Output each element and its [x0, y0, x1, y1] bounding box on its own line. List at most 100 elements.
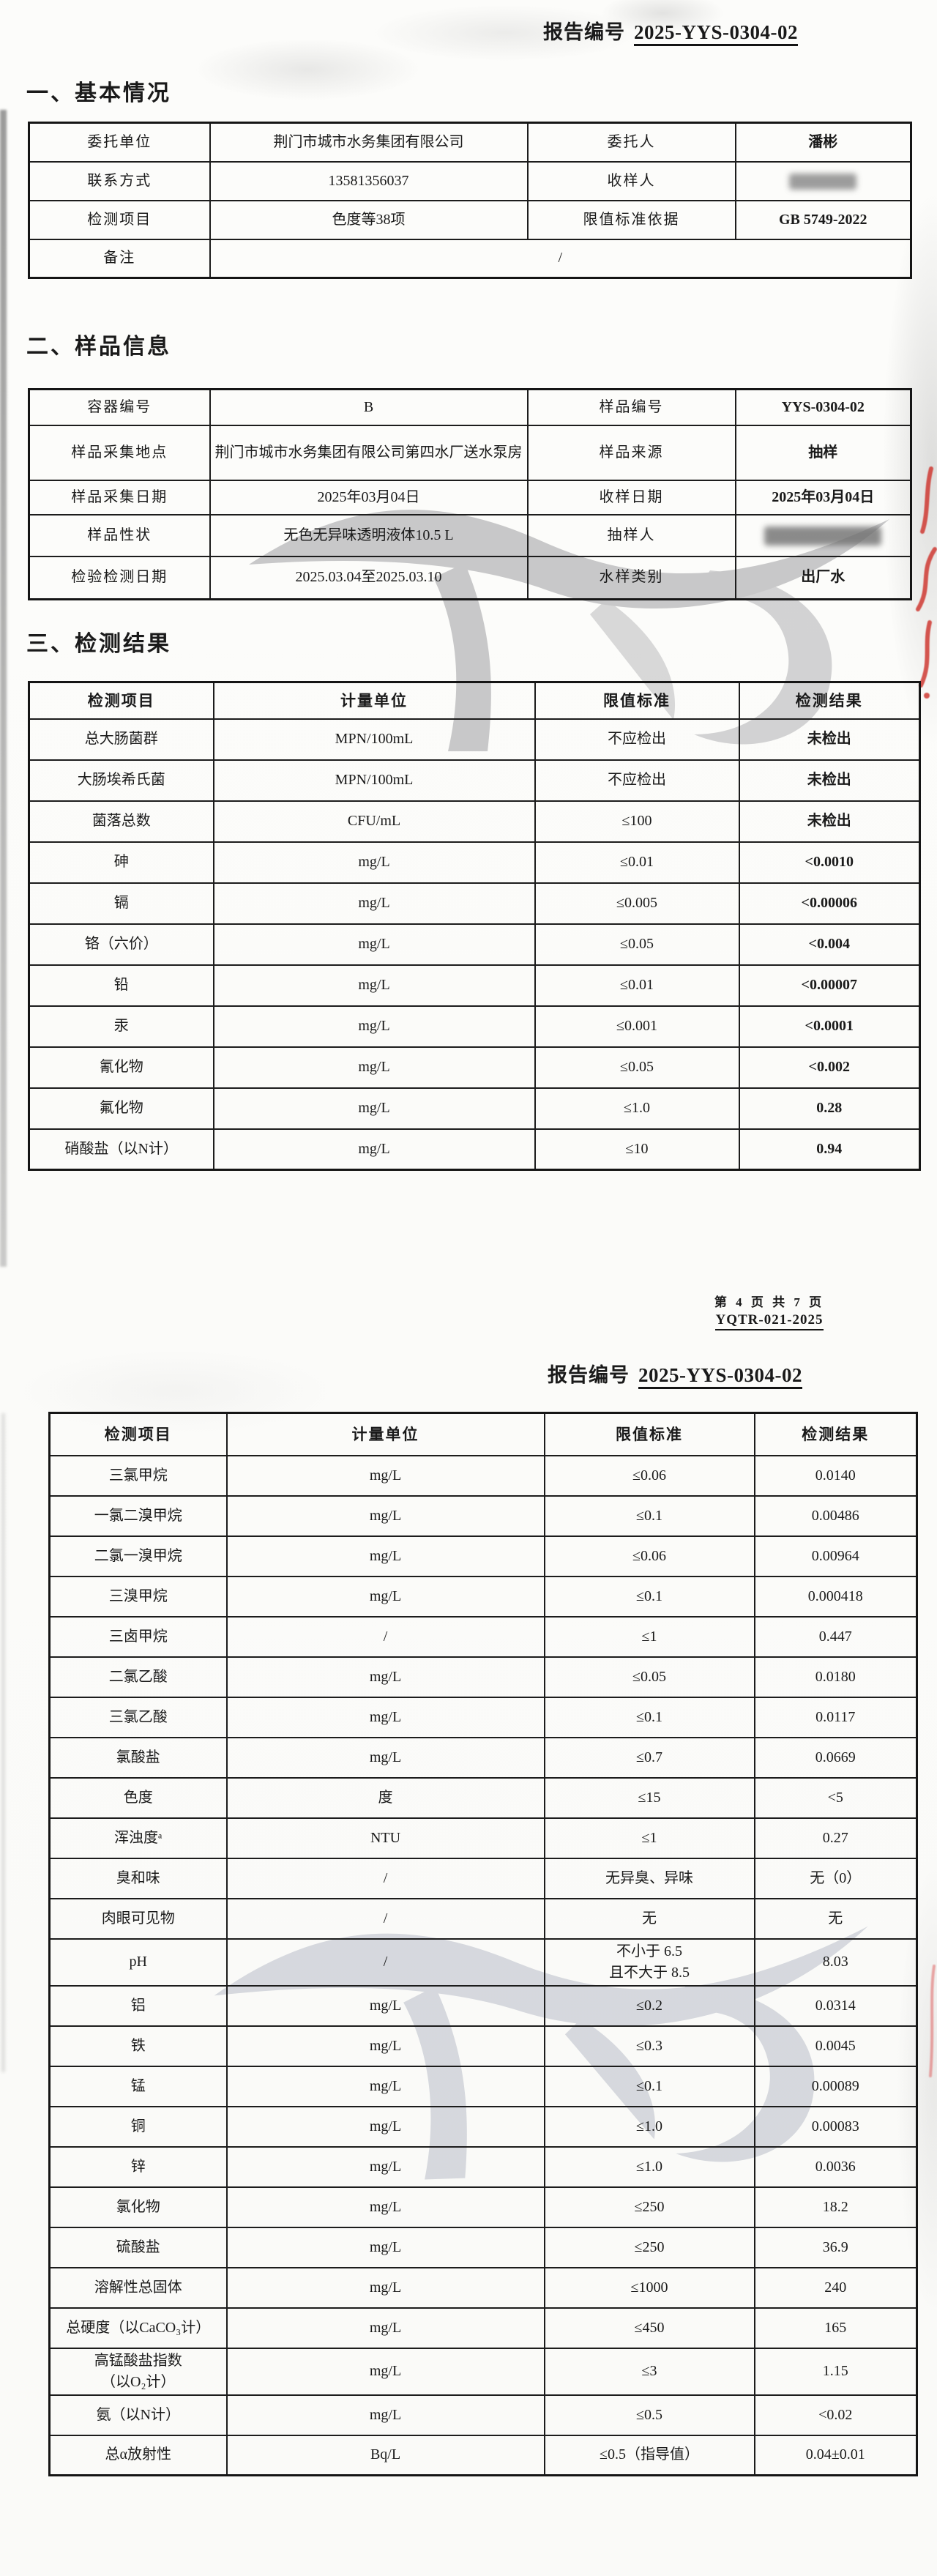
unit-cell: 度	[225, 1776, 545, 1819]
field-value: 出厂水	[734, 555, 912, 600]
param-name-cell: 三溴甲烷	[48, 1575, 228, 1618]
redacted-text	[764, 526, 882, 546]
param-name-cell: 汞	[28, 1005, 214, 1048]
result-cell: <0.00006	[738, 882, 921, 925]
result-row: 氰化物 mg/L ≤0.05 <0.002	[28, 1046, 921, 1089]
limit-cell: ≤450	[543, 2307, 755, 2349]
result-cell: 0.94	[738, 1128, 921, 1171]
result-cell: <0.0010	[738, 841, 921, 884]
column-header: 检测结果	[738, 681, 921, 720]
limit-cell: ≤0.01	[534, 841, 740, 884]
limit-cell: ≤1	[543, 1615, 755, 1658]
unit-cell: mg/L	[225, 2266, 545, 2309]
field-label: 收样人	[526, 160, 736, 201]
field-label: 样品采集地点	[28, 424, 211, 481]
limit-cell: 无异臭、异味	[543, 1857, 755, 1899]
param-name-cell: 臭和味	[48, 1857, 228, 1899]
limit-cell: 无	[543, 1897, 755, 1940]
report-number: 2025-YYS-0304-02	[634, 21, 798, 46]
unit-cell: mg/L	[212, 1046, 536, 1089]
result-cell: 0.0669	[753, 1736, 918, 1779]
field-label: 抽样人	[526, 513, 736, 557]
unit-cell: /	[225, 1937, 545, 1987]
field-value: /	[209, 238, 912, 279]
result-row: 铁 mg/L ≤0.3 0.0045	[48, 2025, 918, 2067]
param-name-cell: 砷	[28, 841, 214, 884]
result-row: 二氯一溴甲烷 mg/L ≤0.06 0.00964	[48, 1535, 918, 1577]
column-header: 计量单位	[212, 681, 536, 720]
limit-cell: ≤0.005	[534, 882, 740, 925]
field-label: 水样类别	[526, 555, 736, 600]
field-value: 潘彬	[734, 122, 912, 163]
param-name-cell: 浑浊度ᵃ	[48, 1817, 228, 1859]
param-name-cell: 铝	[48, 1984, 228, 2027]
result-cell: 0.00486	[753, 1494, 918, 1537]
result-row: 铜 mg/L ≤1.0 0.00083	[48, 2105, 918, 2148]
result-cell: 0.0117	[753, 1696, 918, 1738]
field-value: 13581356037	[209, 160, 529, 201]
result-row: 铝 mg/L ≤0.2 0.0314	[48, 1984, 918, 2027]
param-name-cell: 菌落总数	[28, 800, 214, 843]
unit-cell: mg/L	[225, 2025, 545, 2067]
limit-cell: ≤100	[534, 800, 740, 843]
results-table-page5: 检测项目 计量单位 限值标准 检测结果 三氯甲烷 mg/L ≤0.06 0.0140 一氯二溴…	[48, 1412, 918, 2476]
unit-cell: mg/L	[212, 841, 536, 884]
unit-cell: mg/L	[225, 2226, 545, 2268]
result-cell: <0.0001	[738, 1005, 921, 1048]
field-value	[734, 513, 912, 557]
field-value: YYS-0304-02	[734, 388, 912, 426]
limit-cell: ≤0.001	[534, 1005, 740, 1048]
field-value: 2025年03月04日	[734, 479, 912, 515]
result-cell: 240	[753, 2266, 918, 2309]
limit-cell: ≤0.3	[543, 2025, 755, 2067]
section-title-sample-info: 二、样品信息	[26, 335, 171, 359]
column-header: 限值标准	[534, 681, 740, 720]
result-row: 铅 mg/L ≤0.01 <0.00007	[28, 964, 921, 1007]
param-name-cell: 锰	[48, 2065, 228, 2107]
document-code: YQTR-021-2025	[715, 1312, 824, 1330]
result-cell: 未检出	[738, 800, 921, 843]
result-row: 铬（六价） mg/L ≤0.05 <0.004	[28, 923, 921, 966]
report-number: 2025-YYS-0304-02	[638, 1364, 802, 1389]
unit-cell: MPN/100mL	[212, 718, 536, 761]
unit-cell: mg/L	[225, 1575, 545, 1618]
unit-cell: mg/L	[212, 1087, 536, 1130]
result-cell: 1.15	[753, 2347, 918, 2396]
limit-cell: ≤0.1	[543, 1494, 755, 1537]
result-row: 砷 mg/L ≤0.01 <0.0010	[28, 841, 921, 884]
results-header-row: 检测项目 计量单位 限值标准 检测结果	[48, 1412, 918, 1456]
unit-cell: mg/L	[225, 1696, 545, 1738]
result-row: 硝酸盐（以N计） mg/L ≤10 0.94	[28, 1128, 921, 1171]
unit-cell: Bq/L	[225, 2434, 545, 2476]
field-label: 样品来源	[526, 424, 736, 481]
result-cell: 0.00083	[753, 2105, 918, 2148]
param-name-cell: 三氯乙酸	[48, 1696, 228, 1738]
result-row: 高锰酸盐指数 （以O₂计） mg/L ≤3 1.15	[48, 2347, 918, 2396]
red-ink-marks	[929, 1965, 936, 2077]
limit-cell: ≤15	[543, 1776, 755, 1819]
unit-cell: /	[225, 1897, 545, 1940]
result-row: 菌落总数 CFU/mL ≤100 未检出	[28, 800, 921, 843]
scan-edge-shadow	[0, 110, 7, 1267]
unit-cell: CFU/mL	[212, 800, 536, 843]
field-label: 样品采集日期	[28, 479, 211, 515]
param-name-cell: 硝酸盐（以N计）	[28, 1128, 214, 1171]
table-row: 检测项目 色度等38项 限值标准依据 GB 5749-2022	[28, 199, 912, 240]
limit-cell: 不应检出	[534, 759, 740, 802]
result-row: 总α放射性 Bq/L ≤0.5（指导值） 0.04±0.01	[48, 2434, 918, 2476]
param-name-cell: 锌	[48, 2145, 228, 2188]
limit-cell: ≤0.2	[543, 1984, 755, 2027]
param-name-cell: 氯化物	[48, 2186, 228, 2228]
param-name-cell: 色度	[48, 1776, 228, 1819]
result-cell: <0.00007	[738, 964, 921, 1007]
param-name-cell: pH	[48, 1937, 228, 1987]
field-label: 检验检测日期	[28, 555, 211, 600]
basic-info-table: 委托单位 荆门市城市水务集团有限公司 委托人 潘彬 联系方式 13581356037 收样人…	[28, 122, 912, 279]
result-row: 二氯乙酸 mg/L ≤0.05 0.0180	[48, 1656, 918, 1698]
field-label: 收样日期	[526, 479, 736, 515]
result-row: 大肠埃希氏菌 MPN/100mL 不应检出 未检出	[28, 759, 921, 802]
param-name-cell: 铜	[48, 2105, 228, 2148]
result-cell: 未检出	[738, 759, 921, 802]
limit-cell: ≤0.1	[543, 1696, 755, 1738]
